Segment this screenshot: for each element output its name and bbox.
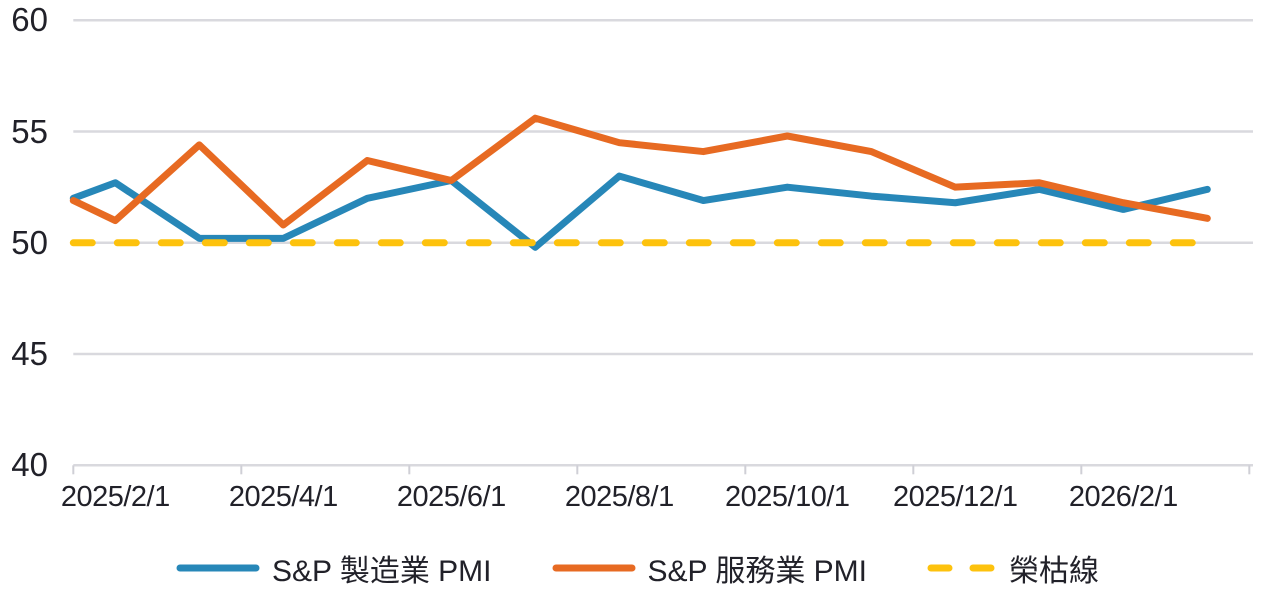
legend-label-manufacturing: S&P 製造業 PMI (272, 555, 492, 588)
x-tick-label-2025-2-1: 2025/2/1 (60, 481, 170, 513)
x-tick-label-2025-6-1: 2025/6/1 (396, 481, 506, 513)
legend-line-swatch-services (552, 564, 635, 572)
legend-item-services-pmi: S&P 服務業 PMI (552, 546, 868, 590)
series-line-1 (69, 114, 1211, 229)
legend-label-services: S&P 服務業 PMI (647, 555, 868, 588)
series-line-0 (69, 172, 1211, 251)
y-tick-label-45: 45 (11, 335, 48, 373)
y-tick-label-55: 55 (11, 112, 48, 150)
x-tick-label-2025-8-1: 2025/8/1 (564, 481, 674, 513)
y-tick-label-40: 40 (11, 446, 48, 484)
chart-legend: S&P 製造業 PMI S&P 服務業 PMI 榮枯線 (0, 546, 1275, 590)
legend-label-boom-bust: 榮枯線 (1009, 555, 1099, 588)
legend-line-swatch-manufacturing (176, 564, 260, 572)
x-tick-label-2025-12-1: 2025/12/1 (893, 481, 1018, 513)
y-tick-label-50: 50 (11, 223, 48, 261)
y-tick-label-60: 60 (11, 1, 48, 39)
legend-item-boom-bust-line: 榮枯線 (927, 546, 1099, 590)
x-tick-label-2026-2-1: 2026/2/1 (1068, 481, 1178, 513)
x-tick-label-2025-10-1: 2025/10/1 (725, 481, 850, 513)
legend-line-swatch-boom-bust (927, 564, 997, 572)
legend-item-manufacturing-pmi: S&P 製造業 PMI (176, 546, 492, 590)
x-tick-label-2025-4-1: 2025/4/1 (228, 481, 338, 513)
